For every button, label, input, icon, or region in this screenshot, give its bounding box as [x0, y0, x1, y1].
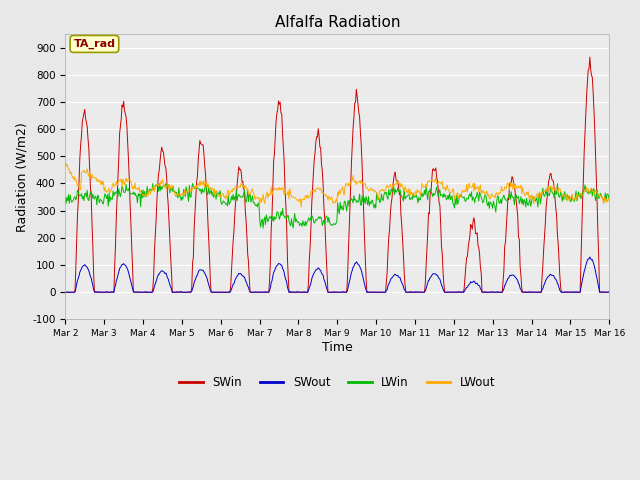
Line: SWout: SWout [65, 257, 609, 292]
LWout [298, 204, 305, 210]
LWout [207, 185, 214, 191]
LWin [240, 191, 248, 197]
SWout [586, 254, 594, 260]
SWin [586, 54, 594, 60]
SWin [605, 289, 613, 295]
LWout [605, 197, 613, 203]
Line: LWin: LWin [65, 183, 609, 228]
LWin [605, 197, 613, 203]
SWout [207, 288, 214, 293]
LWin [77, 192, 84, 198]
SWin [554, 241, 562, 247]
SWout [61, 289, 69, 295]
LWin [61, 195, 69, 201]
LWout [520, 192, 528, 197]
LWin [149, 180, 157, 186]
SWin [520, 289, 527, 295]
LWout [556, 186, 563, 192]
LWin [521, 199, 529, 204]
SWin [150, 274, 157, 279]
LWout [61, 159, 69, 165]
Title: Alfalfa Radiation: Alfalfa Radiation [275, 15, 400, 30]
SWout [605, 289, 613, 295]
SWout [77, 267, 84, 273]
Line: LWout: LWout [65, 162, 609, 207]
X-axis label: Time: Time [322, 341, 353, 354]
Y-axis label: Radiation (W/m2): Radiation (W/m2) [15, 122, 28, 231]
SWout [150, 287, 157, 292]
SWin [207, 280, 214, 286]
LWout [239, 184, 246, 190]
LWin [150, 186, 158, 192]
LWin [259, 225, 267, 231]
SWin [239, 179, 246, 184]
SWout [239, 273, 246, 278]
LWout [77, 187, 84, 192]
SWin [61, 289, 69, 295]
Text: TA_rad: TA_rad [74, 39, 115, 49]
LWout [150, 182, 157, 188]
SWout [520, 289, 527, 295]
LWin [207, 187, 215, 193]
LWin [556, 194, 564, 200]
SWin [77, 142, 84, 148]
Legend: SWin, SWout, LWin, LWout: SWin, SWout, LWin, LWout [175, 371, 500, 394]
SWout [554, 282, 562, 288]
Line: SWin: SWin [65, 57, 609, 292]
